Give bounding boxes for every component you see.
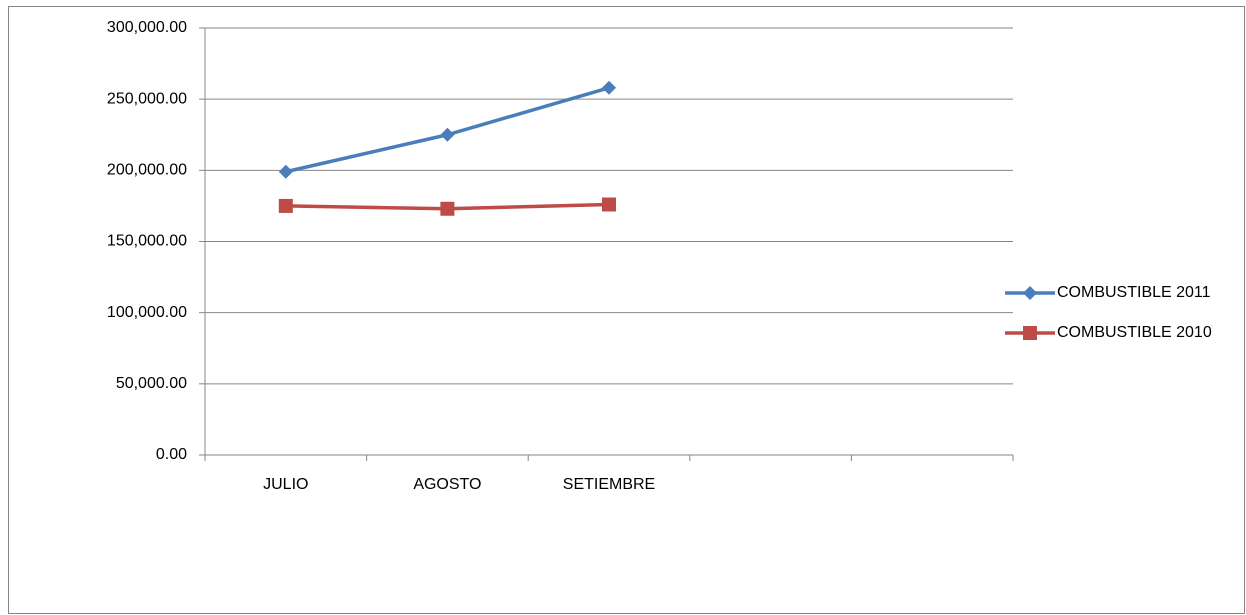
legend-marker [1023,326,1037,340]
y-tick-label: 300,000.00 [107,19,187,36]
x-tick-label: AGOSTO [413,476,481,493]
data-point [602,197,616,212]
data-point [278,198,293,213]
x-tick-label: JULIO [263,476,308,493]
legend-label: COMBUSTIBLE 2011 [1057,284,1211,301]
data-point [440,201,455,216]
y-tick-label: 150,000.00 [107,233,187,250]
y-tick-label: 50,000.00 [116,375,187,392]
data-point [278,164,293,179]
legend-label: COMBUSTIBLE 2010 [1057,324,1212,341]
x-tick-label: SETIEMBRE [563,476,655,493]
y-tick-label: 100,000.00 [107,304,187,321]
y-tick-label: 250,000.00 [107,90,187,107]
y-tick-label: 200,000.00 [107,162,187,179]
legend-marker [1023,286,1037,300]
y-tick-label: 0.00 [156,446,187,463]
data-point [602,80,616,95]
data-point [440,127,455,142]
chart-frame [8,6,1245,614]
